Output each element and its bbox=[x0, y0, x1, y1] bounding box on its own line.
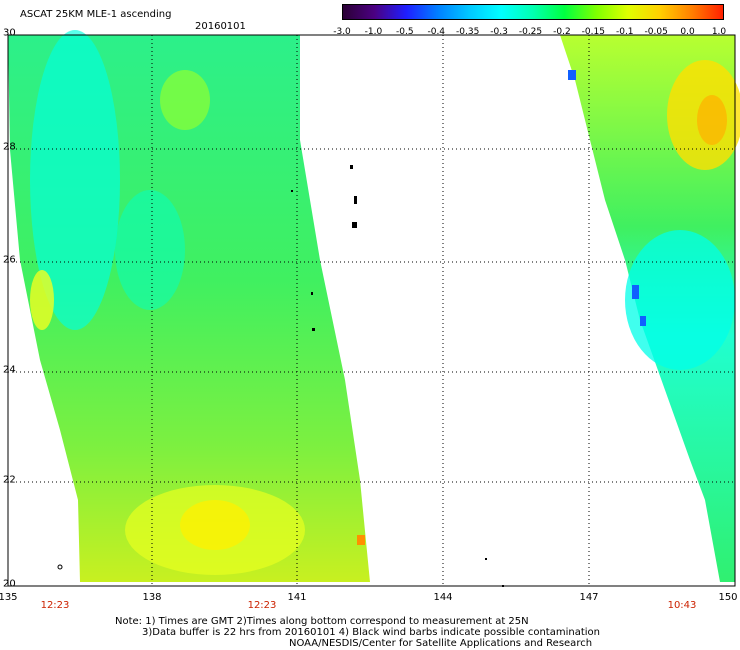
lon-label-138: 138 bbox=[142, 592, 162, 603]
colorbar-label: -0.05 bbox=[644, 27, 668, 37]
right-swath-cyan-band bbox=[625, 230, 735, 370]
colorbar-label: -0.4 bbox=[427, 27, 446, 37]
right-swath-orange-core bbox=[697, 95, 727, 145]
lat-label-30: 30 bbox=[3, 27, 16, 39]
left-swath-orange-pixel bbox=[357, 535, 365, 545]
right-swath-blue-pixel-3 bbox=[640, 316, 646, 326]
time-label-left: 12:23 bbox=[40, 600, 70, 611]
colorbar-label: -0.2 bbox=[553, 27, 571, 37]
note-line-2: 3)Data buffer is 22 hrs from 20160101 4)… bbox=[142, 627, 600, 638]
lon-label-144: 144 bbox=[433, 592, 453, 603]
right-swath-blue-pixel-2 bbox=[632, 285, 639, 299]
note-line-3: NOAA/NESDIS/Center for Satellite Applica… bbox=[289, 638, 593, 649]
colorbar-label: -0.25 bbox=[518, 27, 543, 37]
lon-label-147: 147 bbox=[579, 592, 599, 603]
colorbar-label: 1.0 bbox=[711, 27, 727, 37]
lon-label-135: 135 bbox=[0, 592, 18, 603]
colorbar bbox=[342, 4, 724, 20]
lat-label-24: 24 bbox=[3, 364, 16, 376]
colorbar-label: -0.1 bbox=[615, 27, 634, 37]
right-swath-blue-pixel-1 bbox=[568, 70, 576, 80]
lon-label-141: 141 bbox=[287, 592, 307, 603]
left-swath-yellow-edge bbox=[30, 270, 54, 330]
left-swath-yellow-top bbox=[160, 70, 210, 130]
lat-label-22: 22 bbox=[3, 474, 16, 486]
colorbar-labels: -3.0 -1.0 -0.5 -0.4 -0.35 -0.3 -0.25 -0.2 -0.15-… bbox=[330, 27, 740, 39]
colorbar-label: -0.3 bbox=[490, 27, 508, 37]
colorbar-label: -0.5 bbox=[396, 27, 414, 37]
lat-label-28: 28 bbox=[3, 141, 16, 153]
colorbar-label: -1.0 bbox=[364, 27, 383, 37]
colorbar-label: -0.35 bbox=[456, 27, 480, 37]
time-label-middle: 12:23 bbox=[247, 600, 277, 611]
left-swath-yellow-core bbox=[180, 500, 250, 550]
map-date: 20160101 bbox=[195, 21, 246, 32]
footnotes: Note: 1) Times are GMT 2)Times along bot… bbox=[115, 616, 600, 649]
lat-label-26: 26 bbox=[3, 254, 16, 266]
time-label-right: 10:43 bbox=[667, 600, 697, 611]
colorbar-label: 0.0 bbox=[680, 27, 695, 37]
lat-label-20: 20 bbox=[3, 578, 16, 590]
left-swath-cyan-band-2 bbox=[115, 190, 185, 310]
note-line-1: Note: 1) Times are GMT 2)Times along bot… bbox=[115, 616, 529, 627]
map-title: ASCAT 25KM MLE-1 ascending bbox=[20, 9, 172, 20]
map-frame bbox=[7, 34, 736, 587]
colorbar-label: -0.15 bbox=[581, 27, 605, 37]
left-swath-cyan-band bbox=[30, 30, 120, 330]
colorbar-label: -3.0 bbox=[333, 27, 351, 37]
lon-label-150: 150 bbox=[718, 592, 738, 603]
islands bbox=[57, 165, 504, 587]
